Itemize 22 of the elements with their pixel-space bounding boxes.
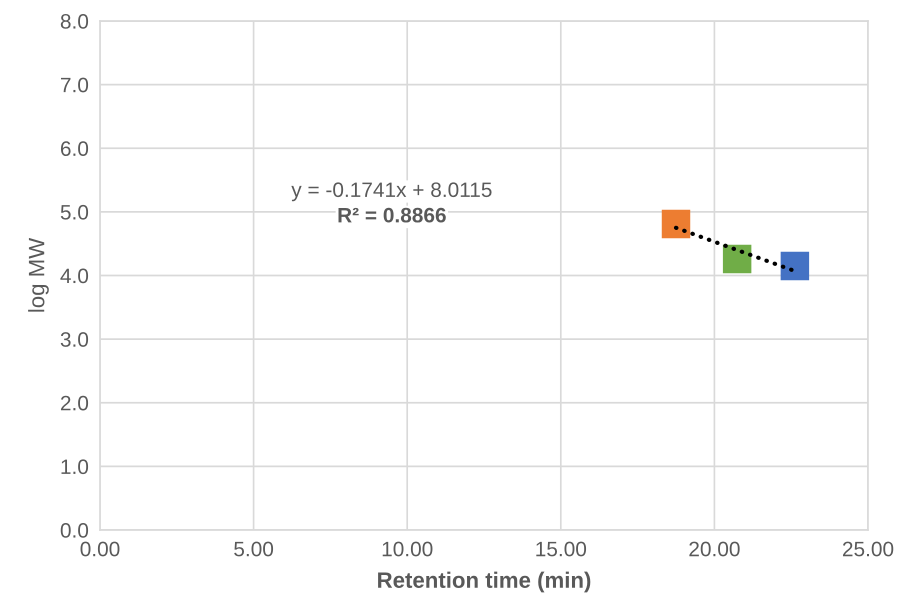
- y-axis-title: log MW: [28, 238, 49, 312]
- x-tick-label: 15.00: [536, 542, 586, 556]
- point: [722, 244, 752, 274]
- y-tick-label: 6.0: [60, 141, 88, 156]
- x-tick-label: 5.00: [234, 542, 274, 556]
- x-tick-label: 20.00: [689, 542, 740, 556]
- x-axis-title: Retention time (min): [378, 572, 590, 592]
- y-tick-label: 2.0: [60, 396, 88, 411]
- y-tick-label: 1.0: [62, 459, 88, 474]
- annotation: y = -0.1741x + 8.0115: [291, 182, 492, 202]
- x-tick-label: 25.00: [842, 542, 894, 556]
- y-tick-label: 3.0: [60, 332, 88, 347]
- y-tick-label: 8.0: [60, 14, 88, 29]
- y-tick-label: 4.0: [60, 268, 88, 284]
- point: [780, 252, 810, 280]
- x-tick-label: 0.00: [80, 542, 120, 556]
- annotation: R² = 0.8866: [338, 208, 446, 223]
- y-tick-label: 0.0: [60, 523, 88, 538]
- y-tick-label: 7.0: [61, 78, 88, 92]
- x-tick-label: 10.00: [382, 542, 432, 556]
- y-tick-label: 5.0: [60, 204, 88, 220]
- point: [662, 210, 690, 238]
